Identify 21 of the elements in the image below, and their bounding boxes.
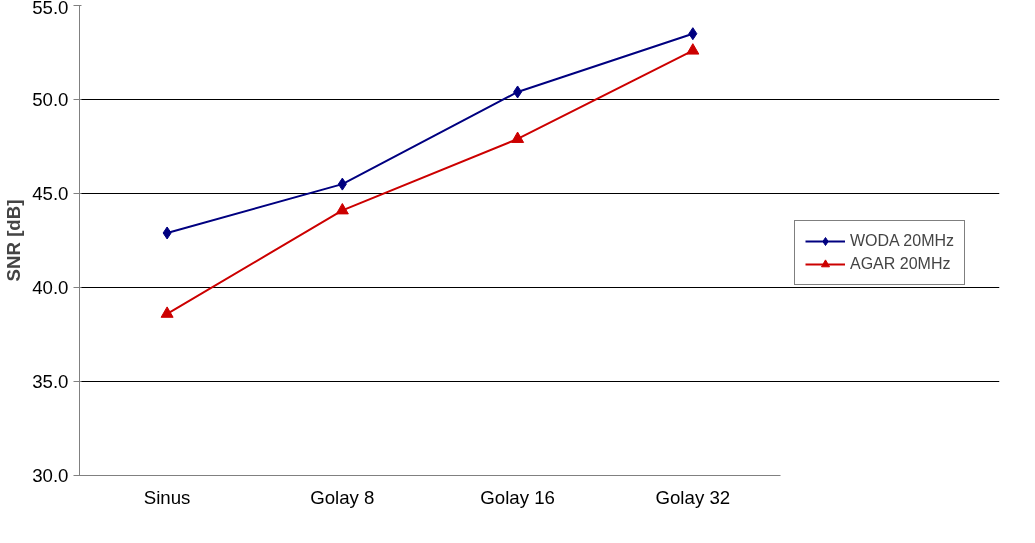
point (160, 306, 174, 318)
point (162, 226, 172, 240)
x-tick-label: Sinus (143, 486, 191, 508)
y-tick-label: 30.0 (32, 465, 69, 486)
point (688, 27, 698, 41)
y-axis-title: SNR [dB] (3, 199, 25, 282)
x-tick-label: Golay 16 (480, 486, 555, 508)
x-tick-label: Golay 32 (655, 486, 731, 508)
point (513, 85, 523, 99)
point (335, 202, 349, 215)
y-tick-label: 45.0 (32, 183, 69, 204)
point (337, 177, 347, 191)
x-tick-label: Golay 8 (310, 486, 375, 508)
y-tick-label: 50.0 (32, 89, 69, 110)
legend-label: AGAR 20MHz (850, 255, 951, 273)
point (686, 43, 700, 55)
legend-label: WODA 20MHz (850, 232, 955, 250)
y-tick-label: 35.0 (32, 371, 69, 392)
y-tick-label: 40.0 (32, 277, 69, 298)
y-tick-label: 55.0 (32, 0, 69, 18)
point (511, 131, 525, 143)
